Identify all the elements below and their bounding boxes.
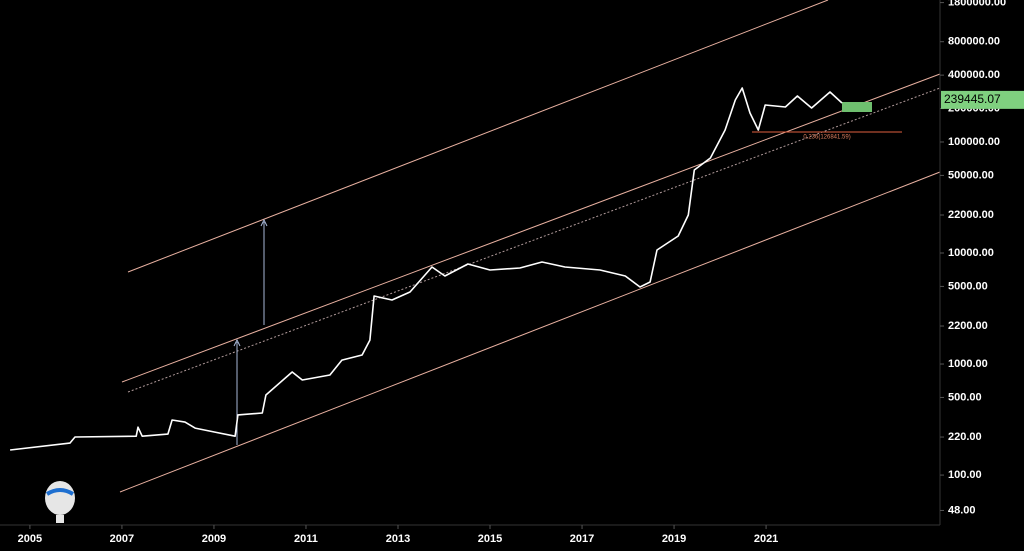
logo-stripe [45, 488, 75, 496]
y-tick-label: 5000.00 [948, 280, 988, 292]
logo-basket [56, 515, 64, 523]
x-tick-label: 2005 [18, 533, 42, 545]
y-tick-label: 220.00 [948, 431, 982, 443]
x-tick-label: 2021 [754, 533, 778, 545]
channel-upper [127, 0, 829, 273]
price-line [10, 87, 843, 451]
y-tick-label: 100000.00 [948, 136, 1000, 148]
y-tick-label: 100.00 [948, 469, 982, 481]
arrow-head [233, 338, 241, 347]
fib-label: 0.236(126841.59) [803, 135, 850, 141]
channel-middle [121, 73, 941, 383]
x-tick-label: 2009 [202, 533, 226, 545]
x-tick-label: 2015 [478, 533, 502, 545]
y-tick-label: 22000.00 [948, 209, 994, 221]
logo-balloon [45, 481, 75, 515]
x-tick-label: 2019 [662, 533, 686, 545]
x-tick-label: 2013 [386, 533, 410, 545]
y-tick-label: 2200.00 [948, 320, 988, 332]
y-tick-label: 500.00 [948, 391, 982, 403]
y-tick-label: 50000.00 [948, 169, 994, 181]
y-tick-label: 10000.00 [948, 247, 994, 259]
x-tick-label: 2011 [294, 533, 318, 545]
last-price-label: 239445.07 [944, 92, 1001, 106]
y-tick-label: 48.00 [948, 504, 976, 516]
last-price-box [941, 90, 1024, 109]
x-tick-label: 2007 [110, 533, 134, 545]
x-tick-label: 2017 [570, 533, 594, 545]
y-tick-label: 1000.00 [948, 358, 988, 370]
y-tick-label: 800000.00 [948, 36, 1000, 48]
channel-middle-dotted [127, 87, 941, 393]
arrow-head [260, 218, 268, 227]
y-tick-label: 1800000.00 [948, 0, 1006, 9]
channel-lower [119, 171, 941, 493]
target-box [842, 102, 872, 112]
channel [119, 0, 941, 493]
y-tick-label: 400000.00 [948, 69, 1000, 81]
watermark [45, 481, 75, 523]
